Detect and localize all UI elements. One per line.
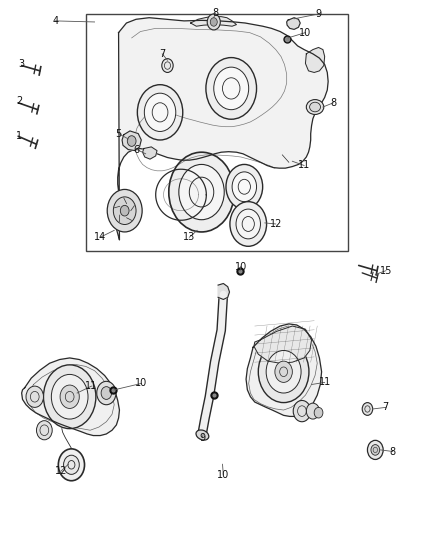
Text: 10: 10 bbox=[235, 262, 247, 271]
Circle shape bbox=[266, 351, 301, 393]
Circle shape bbox=[145, 93, 176, 132]
Circle shape bbox=[127, 136, 136, 147]
Text: 10: 10 bbox=[217, 470, 230, 480]
Circle shape bbox=[113, 197, 136, 224]
Circle shape bbox=[138, 85, 183, 140]
Circle shape bbox=[371, 445, 380, 455]
Polygon shape bbox=[117, 18, 328, 240]
Polygon shape bbox=[218, 284, 230, 300]
Text: 3: 3 bbox=[18, 60, 25, 69]
Text: 6: 6 bbox=[134, 144, 140, 155]
Circle shape bbox=[214, 67, 249, 110]
Text: 5: 5 bbox=[116, 128, 122, 139]
Circle shape bbox=[236, 209, 261, 239]
Text: 11: 11 bbox=[298, 160, 310, 171]
Text: 4: 4 bbox=[52, 16, 58, 26]
Circle shape bbox=[51, 374, 88, 419]
Circle shape bbox=[101, 386, 112, 399]
Text: 8: 8 bbox=[212, 8, 219, 18]
Circle shape bbox=[169, 152, 234, 232]
Text: 7: 7 bbox=[159, 49, 166, 59]
Polygon shape bbox=[246, 324, 321, 416]
Text: 13: 13 bbox=[183, 232, 195, 243]
Circle shape bbox=[275, 361, 292, 382]
Circle shape bbox=[314, 407, 323, 418]
Circle shape bbox=[210, 18, 217, 26]
Ellipse shape bbox=[306, 100, 324, 115]
Polygon shape bbox=[143, 147, 157, 159]
Circle shape bbox=[367, 440, 383, 459]
Circle shape bbox=[60, 385, 79, 408]
Circle shape bbox=[306, 403, 319, 419]
Ellipse shape bbox=[196, 430, 209, 440]
Polygon shape bbox=[287, 18, 300, 29]
Ellipse shape bbox=[310, 102, 321, 112]
Circle shape bbox=[362, 402, 373, 415]
Bar bbox=[86, 14, 348, 251]
Text: 11: 11 bbox=[318, 377, 331, 387]
Circle shape bbox=[58, 449, 85, 481]
Text: 7: 7 bbox=[383, 402, 389, 413]
Circle shape bbox=[293, 400, 311, 422]
Circle shape bbox=[230, 201, 267, 246]
Text: 10: 10 bbox=[135, 378, 148, 389]
Text: 12: 12 bbox=[269, 219, 282, 229]
Text: 2: 2 bbox=[16, 95, 22, 106]
Polygon shape bbox=[305, 47, 325, 72]
Circle shape bbox=[97, 381, 116, 405]
Circle shape bbox=[258, 341, 309, 402]
Circle shape bbox=[64, 455, 79, 474]
Circle shape bbox=[120, 205, 129, 216]
Polygon shape bbox=[21, 358, 120, 435]
Circle shape bbox=[207, 14, 220, 30]
Polygon shape bbox=[191, 17, 237, 26]
Text: 11: 11 bbox=[85, 381, 98, 391]
Circle shape bbox=[206, 58, 257, 119]
Text: 8: 8 bbox=[390, 447, 396, 456]
Text: 15: 15 bbox=[380, 266, 392, 276]
Text: 9: 9 bbox=[199, 433, 205, 443]
Circle shape bbox=[179, 165, 224, 220]
Polygon shape bbox=[109, 196, 141, 225]
Text: 10: 10 bbox=[299, 28, 311, 38]
Polygon shape bbox=[122, 131, 141, 151]
Circle shape bbox=[232, 172, 257, 201]
Circle shape bbox=[226, 165, 263, 209]
Circle shape bbox=[26, 386, 43, 407]
Circle shape bbox=[107, 189, 142, 232]
Text: 12: 12 bbox=[55, 466, 67, 476]
Circle shape bbox=[162, 59, 173, 72]
Polygon shape bbox=[254, 326, 311, 364]
Circle shape bbox=[36, 421, 52, 440]
Text: 8: 8 bbox=[330, 98, 336, 108]
Text: 14: 14 bbox=[94, 232, 106, 243]
Text: 1: 1 bbox=[16, 131, 22, 141]
Text: 9: 9 bbox=[315, 9, 321, 19]
Circle shape bbox=[43, 365, 96, 429]
